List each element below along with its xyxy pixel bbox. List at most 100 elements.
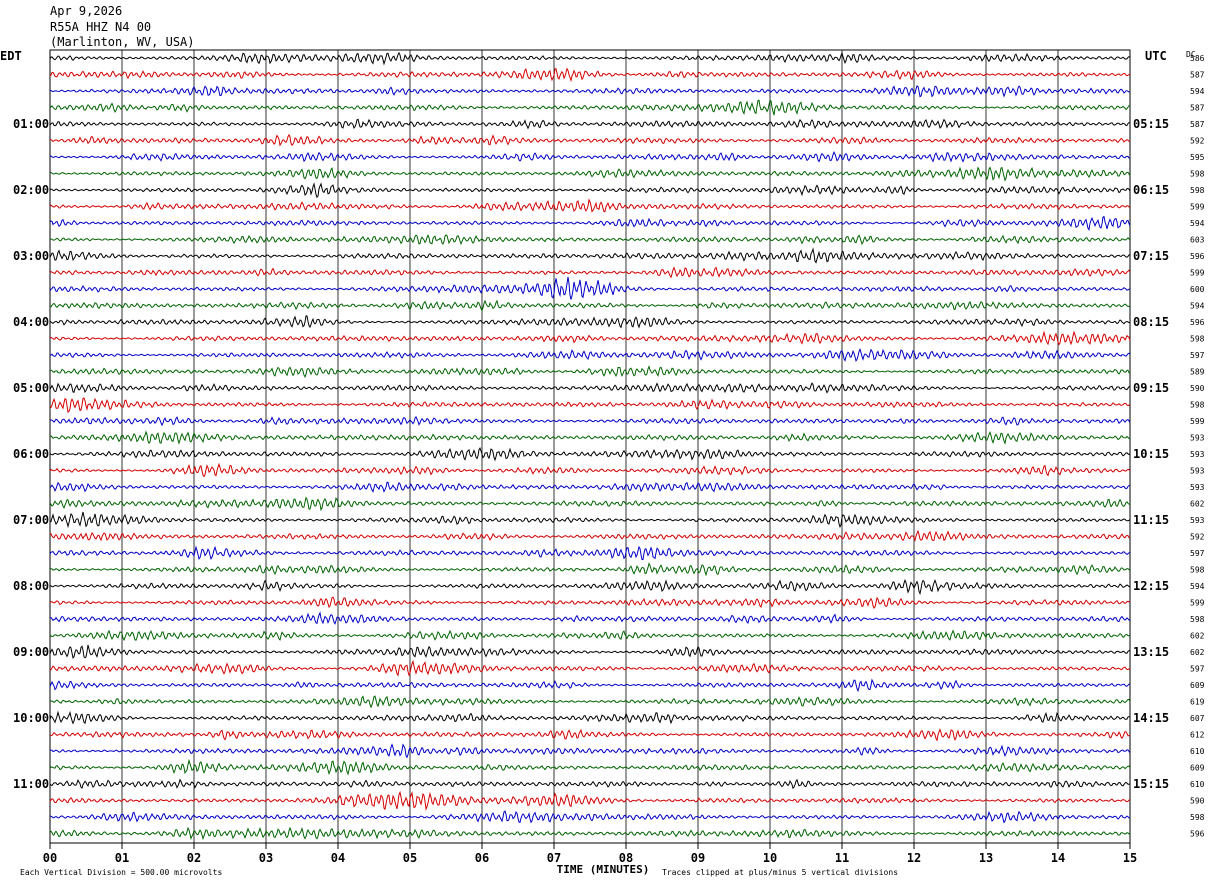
dc-offset-label: 594 [1190, 582, 1205, 591]
seismic-trace [49, 276, 1131, 300]
seismic-trace [49, 695, 1131, 709]
seismic-trace [49, 166, 1131, 182]
dc-offset-label: 609 [1190, 764, 1205, 773]
dc-offset-label: 598 [1190, 813, 1205, 822]
seismic-trace [49, 678, 1131, 693]
dc-offset-label: 586 [1190, 54, 1205, 63]
x-tick-label: 11 [835, 851, 849, 865]
seismic-trace [49, 529, 1131, 542]
x-tick-label: 00 [43, 851, 57, 865]
x-tick-label: 05 [403, 851, 417, 865]
station-code: R55A HHZ N4 00 [50, 20, 152, 34]
dc-offset-label: 598 [1190, 401, 1205, 410]
dc-offset-label: 594 [1190, 219, 1205, 228]
x-tick-label: 01 [115, 851, 129, 865]
x-tick-label: 13 [979, 851, 993, 865]
dc-offset-label: 597 [1190, 665, 1205, 674]
dc-header-label: DC [1186, 50, 1196, 59]
seismic-trace [49, 67, 1131, 83]
left-hour-label: 01:00 [13, 117, 49, 131]
seismic-trace [49, 481, 1131, 493]
station-location: (Marlinton, WV, USA) [50, 35, 195, 49]
dc-offset-label: 599 [1190, 269, 1205, 278]
seismic-trace [49, 415, 1131, 427]
dc-offset-label: 590 [1190, 384, 1205, 393]
dc-offset-label: 587 [1190, 71, 1205, 80]
dc-offset-label: 595 [1190, 153, 1205, 162]
right-hour-label: 07:15 [1133, 249, 1169, 263]
seismic-trace [49, 462, 1131, 478]
dc-offset-label: 596 [1190, 830, 1205, 839]
seismic-trace [50, 728, 1131, 742]
seismic-trace [49, 826, 1131, 841]
seismic-trace [49, 397, 1131, 414]
seismic-trace [49, 247, 1131, 264]
right-hour-label: 14:15 [1133, 711, 1169, 725]
x-tick-label: 06 [475, 851, 489, 865]
dc-offset-label: 593 [1190, 516, 1205, 525]
x-tick-label: 07 [547, 851, 561, 865]
seismic-trace [49, 659, 1131, 677]
left-hour-label: 06:00 [13, 447, 49, 461]
left-hour-label: 03:00 [13, 249, 49, 263]
seismic-trace [49, 447, 1131, 462]
dc-offset-label: 609 [1190, 681, 1205, 690]
right-hour-label: 06:15 [1133, 183, 1169, 197]
seismic-trace [49, 562, 1131, 577]
dc-offset-label: 610 [1190, 747, 1205, 756]
dc-offset-label: 594 [1190, 87, 1205, 96]
dc-offset-label: 597 [1190, 351, 1205, 360]
x-tick-label: 03 [259, 851, 273, 865]
seismic-trace [49, 85, 1131, 98]
seismic-trace [49, 511, 1131, 529]
right-hour-label: 05:15 [1133, 117, 1169, 131]
seismic-trace [49, 790, 1131, 811]
dc-offset-label: 599 [1190, 203, 1205, 212]
dc-offset-label: 602 [1190, 500, 1205, 509]
seismic-trace [49, 578, 1131, 595]
dc-offset-label: 603 [1190, 236, 1205, 245]
x-tick-label: 10 [763, 851, 777, 865]
dc-offset-label: 598 [1190, 335, 1205, 344]
dc-offset-label: 619 [1190, 698, 1205, 707]
seismic-trace [49, 365, 1131, 378]
dc-offset-label: 598 [1190, 566, 1205, 575]
seismic-trace [49, 430, 1131, 446]
seismic-trace [49, 118, 1131, 130]
dc-offset-label: 612 [1190, 731, 1205, 740]
x-tick-label: 08 [619, 851, 633, 865]
seismic-trace [49, 150, 1131, 163]
seismic-trace [49, 299, 1131, 312]
seismic-trace [49, 496, 1131, 512]
x-tick-label: 09 [691, 851, 705, 865]
right-hour-label: 13:15 [1133, 645, 1169, 659]
x-tick-label: 04 [331, 851, 345, 865]
right-hour-label: 11:15 [1133, 513, 1169, 527]
dc-offset-label: 589 [1190, 368, 1205, 377]
x-tick-label: 14 [1051, 851, 1065, 865]
left-hour-label: 09:00 [13, 645, 49, 659]
right-timezone-label: UTC [1145, 49, 1167, 63]
seismic-trace [49, 758, 1131, 776]
seismic-trace [49, 778, 1131, 790]
x-tick-label: 12 [907, 851, 921, 865]
plot-frame [49, 49, 1131, 844]
x-tick-label: 02 [187, 851, 201, 865]
left-hour-label: 08:00 [13, 579, 49, 593]
seismic-trace [49, 743, 1131, 759]
seismic-trace [49, 629, 1131, 642]
right-hour-label: 09:15 [1133, 381, 1169, 395]
dc-offset-label: 596 [1190, 252, 1205, 261]
dc-offset-label: 602 [1190, 648, 1205, 657]
seismic-trace [49, 51, 1131, 66]
dc-offset-label: 592 [1190, 137, 1205, 146]
left-timezone-label: EDT [0, 49, 22, 63]
left-hour-label: 04:00 [13, 315, 49, 329]
dc-offset-label: 590 [1190, 797, 1205, 806]
dc-offset-label: 592 [1190, 533, 1205, 542]
seismic-trace [49, 596, 1131, 610]
dc-offset-label: 598 [1190, 186, 1205, 195]
seismic-trace [49, 611, 1131, 625]
seismic-trace [49, 644, 1131, 659]
